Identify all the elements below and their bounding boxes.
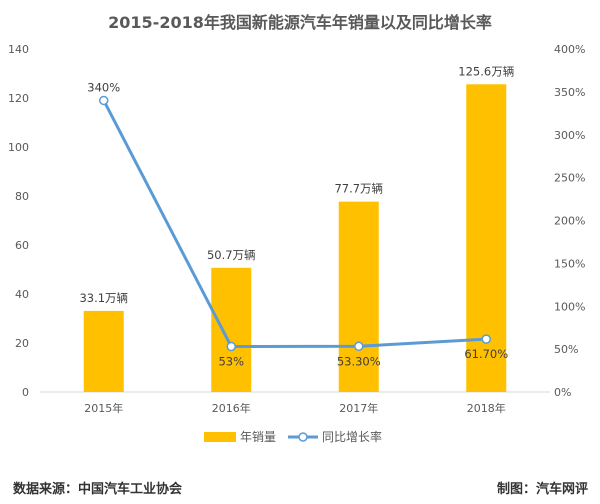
right-tick-label: 200% [554,215,585,228]
line-point [481,334,491,344]
legend-marker-line [298,432,308,442]
bar-data-label: 50.7万辆 [207,248,256,262]
line-data-label: 340% [87,80,120,94]
right-tick-label: 150% [554,257,585,270]
line-data-labels: 340% 53% 53.30% 61.70% [87,80,508,368]
line-data-label: 53% [218,355,244,369]
combo-chart: 0 20 40 60 80 100 120 140 0% 50% 100% 150% 200% 250%… [8,43,585,444]
left-tick-label: 100 [8,141,29,154]
bar [466,84,507,392]
bar [211,267,252,392]
x-tick-label: 2017年 [339,401,378,415]
x-tick-label: 2016年 [212,401,251,415]
chart-title: 2015-2018年我国新能源汽车年销量以及同比增长率 [108,13,492,32]
left-tick-label: 120 [8,92,29,105]
growth-line [102,99,487,349]
right-tick-label: 250% [554,172,585,185]
bar [338,201,379,392]
line-point [354,341,364,352]
right-tick-label: 350% [554,86,585,99]
right-tick-label: 300% [554,129,585,142]
left-tick-label: 20 [15,337,29,350]
line-point [226,341,236,352]
left-axis-ticks: 0 20 40 60 80 100 120 140 [8,43,29,399]
x-tick-label: 2015年 [84,401,123,415]
left-tick-label: 0 [22,386,29,399]
credit-note: 制图：汽车网评 [496,482,588,497]
line-data-label: 53.30% [337,354,381,368]
line-point [99,95,109,106]
right-axis-ticks: 0% 50% 100% 150% 200% 250% 300% 350% 400% [554,43,585,399]
source-note: 数据来源：中国汽车工业协会 [13,482,183,497]
line-data-label: 61.70% [464,347,508,361]
left-tick-label: 140 [8,43,29,56]
left-tick-label: 80 [15,190,29,203]
bar-data-label: 33.1万辆 [79,291,128,305]
left-tick-label: 60 [15,239,29,252]
right-tick-label: 400% [554,43,585,56]
legend-label-line: 同比增长率 [322,429,382,444]
right-tick-label: 100% [554,300,585,313]
right-tick-label: 0% [554,386,571,399]
bar-data-label: 77.7万辆 [334,182,383,196]
line-series [99,95,491,352]
left-tick-label: 40 [15,288,29,301]
x-tick-label: 2018年 [467,401,506,415]
bar [83,310,124,392]
x-axis-ticks: 2015年 2016年 2017年 2018年 [84,401,506,415]
bar-data-labels: 33.1万辆 50.7万辆 77.7万辆 125.6万辆 [79,64,514,305]
legend: 年销量 同比增长率 [204,429,382,444]
legend-label-bar: 年销量 [240,430,276,444]
legend-swatch-bar [204,432,236,442]
bar-data-label: 125.6万辆 [458,64,514,78]
right-tick-label: 50% [554,343,578,356]
